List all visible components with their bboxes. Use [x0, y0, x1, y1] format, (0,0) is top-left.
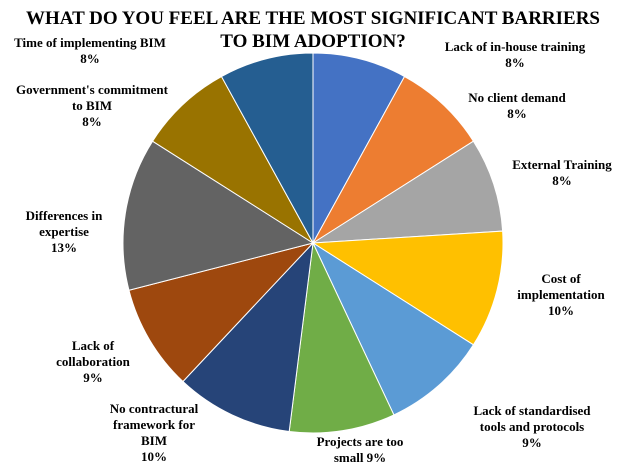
slice-label: No contractural framework for BIM 10% [110, 401, 199, 464]
pie-slices [122, 52, 504, 434]
slice-label-line: 8% [82, 114, 102, 129]
pie-slice [122, 140, 315, 291]
slice-label-line: Lack of in-house training [445, 39, 586, 54]
slice-label-line: No client demand [468, 90, 566, 105]
slice-label-line: 13% [51, 240, 77, 255]
slice-label-line: Cost of [541, 271, 581, 286]
slice-label: No client demand 8% [468, 90, 566, 121]
slice-label-line: 9% [83, 370, 103, 385]
slice-label-line: 8% [552, 173, 572, 188]
chart-title: WHAT DO YOU FEEL ARE THE MOST SIGNIFICAN… [26, 8, 600, 52]
pie-slice [220, 52, 314, 244]
pie-slice [311, 241, 475, 416]
slice-label-line: 10% [548, 303, 574, 318]
slice-label-line: Lack of [72, 338, 115, 353]
slice-label-line: 9% [522, 435, 542, 450]
slice-label-line: Time of implementing BIM [14, 35, 166, 50]
pie-slice [312, 140, 504, 244]
slice-label-line: Projects are too [317, 434, 404, 449]
slice-label: Projects are too small 9% [317, 434, 404, 465]
slice-label: Lack of in-house training 8% [445, 39, 586, 70]
slice-label-line: Differences in [26, 208, 103, 223]
slice-label-line: expertise [39, 224, 89, 239]
pie-slice [288, 241, 395, 434]
slice-label-line: framework for [113, 417, 195, 432]
pie-slice [312, 52, 406, 244]
chart-title-line: TO BIM ADOPTION? [220, 31, 405, 52]
slice-label-line: tools and protocols [480, 419, 585, 434]
slice-label-line: implementation [517, 287, 605, 302]
slice-label-line: No contractural [110, 401, 199, 416]
slice-label-line: 8% [507, 106, 527, 121]
pie-slice [312, 75, 475, 244]
slice-label: Cost of implementation 10% [517, 271, 605, 318]
slice-label: Lack of standardised tools and protocols 9… [473, 403, 591, 450]
slice-label-line: BIM [141, 433, 167, 448]
slice-label: Differences in expertise 13% [26, 208, 103, 255]
slice-label-line: Lack of standardised [473, 403, 591, 418]
chart-title-line: WHAT DO YOU FEEL ARE THE MOST SIGNIFICAN… [26, 8, 600, 29]
slice-label: Time of implementing BIM 8% [14, 35, 166, 66]
slice-label-line: Government's commitment [16, 82, 169, 97]
slice-label: Government's commitment to BIM 8% [16, 82, 169, 129]
slice-label-line: 8% [80, 51, 100, 66]
slice-label-line: 8% [505, 55, 525, 70]
slice-label-line: 10% [141, 449, 167, 464]
slice-label-line: collaboration [56, 354, 130, 369]
slice-label: External Training 8% [512, 157, 612, 188]
pie-slice [311, 230, 504, 346]
pie-slice [128, 242, 315, 383]
slice-labels: Lack of in-house training 8%No client dem… [14, 35, 612, 465]
slice-label-line: small 9% [334, 450, 386, 465]
slice-label: Lack of collaboration 9% [56, 338, 130, 385]
pie-slice [182, 241, 314, 433]
slice-label-line: to BIM [72, 98, 112, 113]
pie-slice [151, 75, 314, 244]
slice-label-line: External Training [512, 157, 612, 172]
